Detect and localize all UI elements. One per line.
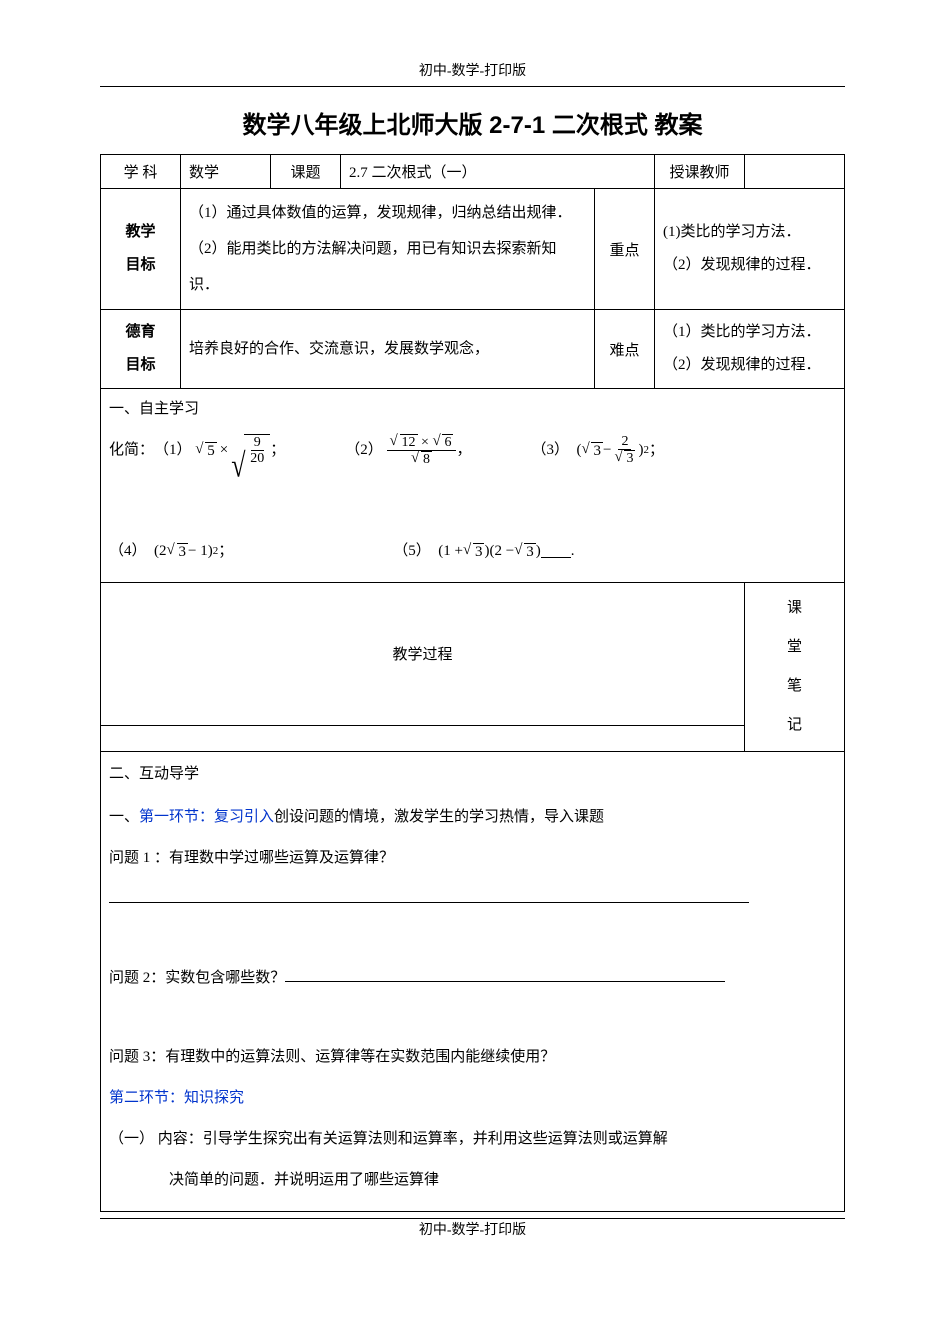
content-line-2: 决简单的问题．并说明运用了哪些运算律 [109, 1164, 836, 1197]
problem-3: （3） (3 − 2 3 )2； [531, 434, 664, 467]
page-footer: 初中-数学-打印版 [100, 1219, 845, 1239]
p2-num: （2） [345, 436, 383, 465]
p4-num: （4） [109, 537, 147, 566]
process-header-row: 教学过程 课 堂 笔 记 [101, 582, 845, 725]
stage1-title: 第一环节：复习引入 [139, 809, 274, 825]
q2-text: 问题 2：实数包含哪些数？ [109, 970, 285, 986]
process-label: 教学过程 [101, 582, 745, 725]
content-line-1: （一） 内容：引导学生探究出有关运算法则和运算率，并利用这些运算法则或运算解 [109, 1123, 836, 1156]
subject-value: 数学 [181, 155, 271, 189]
sqrt-3c: 3 [473, 543, 485, 561]
simplify-label: 化简： [109, 436, 154, 465]
self-study-row: 一、自主学习 化简： （1） 5 × 920 ； [101, 389, 845, 583]
problem-4: （4） (23 − 1)2； [109, 537, 233, 566]
sqrt-3a: 3 [591, 442, 603, 460]
moral-label: 德育 目标 [101, 310, 181, 389]
p3-num: （3） [531, 436, 569, 465]
objectives-text: （1）通过具体数值的运算，发现规律，归纳总结出规律． （2）能用类比的方法解决问… [181, 189, 595, 310]
self-study-cell: 一、自主学习 化简： （1） 5 × 920 ； [101, 389, 845, 583]
question-1: 问题 1 ：有理数中学过哪些运算及运算律？ [109, 842, 836, 875]
topic-label: 课题 [271, 155, 341, 189]
question-3: 问题 3：有理数中的运算法则、运算律等在实数范围内能继续使用？ [109, 1041, 836, 1074]
info-row: 学 科 数学 课题 2.7 二次根式（一） 授课教师 [101, 155, 845, 189]
process-spacer-row [101, 725, 845, 751]
difficulty-label: 难点 [595, 310, 655, 389]
keypoint-label: 重点 [595, 189, 655, 310]
self-study-heading: 一、自主学习 [109, 395, 836, 424]
teacher-value [745, 155, 845, 189]
frac-2-sqrt3: 2 3 [611, 434, 638, 467]
difficulty-text: （1）类比的学习方法． （2）发现规律的过程． [655, 310, 845, 389]
page-header: 初中-数学-打印版 [100, 60, 845, 80]
header-rule [100, 86, 845, 87]
problem-1: 化简： （1） 5 × 920 ； [109, 434, 285, 467]
sqrt-3b: 3 [177, 543, 189, 561]
answer-blank [541, 546, 571, 558]
stage-2-title: 第二环节：知识探究 [109, 1082, 836, 1115]
teacher-label: 授课教师 [655, 155, 745, 189]
p1-num: （1） [154, 436, 192, 465]
sqrt-3d: 3 [524, 543, 536, 561]
moral-text: 培养良好的合作、交流意识，发展数学观念， [181, 310, 595, 389]
problem-2: （2） 12 × 6 8 ， [345, 434, 471, 468]
interactive-heading: 二、互动导学 [109, 758, 836, 791]
sqrt-5: 5 [205, 442, 217, 460]
stage1-desc: 创设问题的情境，激发学生的学习热情，导入课题 [274, 809, 604, 825]
subject-label: 学 科 [101, 155, 181, 189]
problems-row-1: 化简： （1） 5 × 920 ； （2） [109, 434, 836, 468]
notes-column: 课 堂 笔 记 [745, 582, 845, 751]
stage-1-line: 一、第一环节：复习引入创设问题的情境，激发学生的学习热情，导入课题 [109, 801, 836, 834]
interactive-cell: 二、互动导学 一、第一环节：复习引入创设问题的情境，激发学生的学习热情，导入课题… [101, 751, 845, 1211]
sqrt-frac-9-20: 920 [244, 434, 270, 467]
stage1-prefix: 一、 [109, 809, 139, 825]
frac-expr-2: 12 × 6 8 [387, 434, 457, 468]
topic-value: 2.7 二次根式（一） [341, 155, 655, 189]
lesson-plan-table: 学 科 数学 课题 2.7 二次根式（一） 授课教师 教学 目标 （1）通过具体… [100, 154, 845, 1212]
q1-blank [109, 883, 836, 916]
problems-row-2: （4） (23 − 1)2； （5） (1 + 3)(2 − 3) . [109, 537, 836, 566]
moral-row: 德育 目标 培养良好的合作、交流意识，发展数学观念， 难点 （1）类比的学习方法… [101, 310, 845, 389]
interactive-row: 二、互动导学 一、第一环节：复习引入创设问题的情境，激发学生的学习热情，导入课题… [101, 751, 845, 1211]
question-2: 问题 2：实数包含哪些数？ [109, 962, 836, 995]
q2-blank [285, 968, 725, 982]
process-spacer [101, 725, 745, 751]
objectives-row: 教学 目标 （1）通过具体数值的运算，发现规律，归纳总结出规律． （2）能用类比… [101, 189, 845, 310]
doc-title: 数学八年级上北师大版 2-7-1 二次根式 教案 [100, 105, 845, 140]
problem-5: （5） (1 + 3)(2 − 3) . [393, 537, 574, 566]
keypoint-text: (1)类比的学习方法． （2）发现规律的过程． [655, 189, 845, 310]
p5-num: （5） [393, 537, 431, 566]
objectives-label: 教学 目标 [101, 189, 181, 310]
